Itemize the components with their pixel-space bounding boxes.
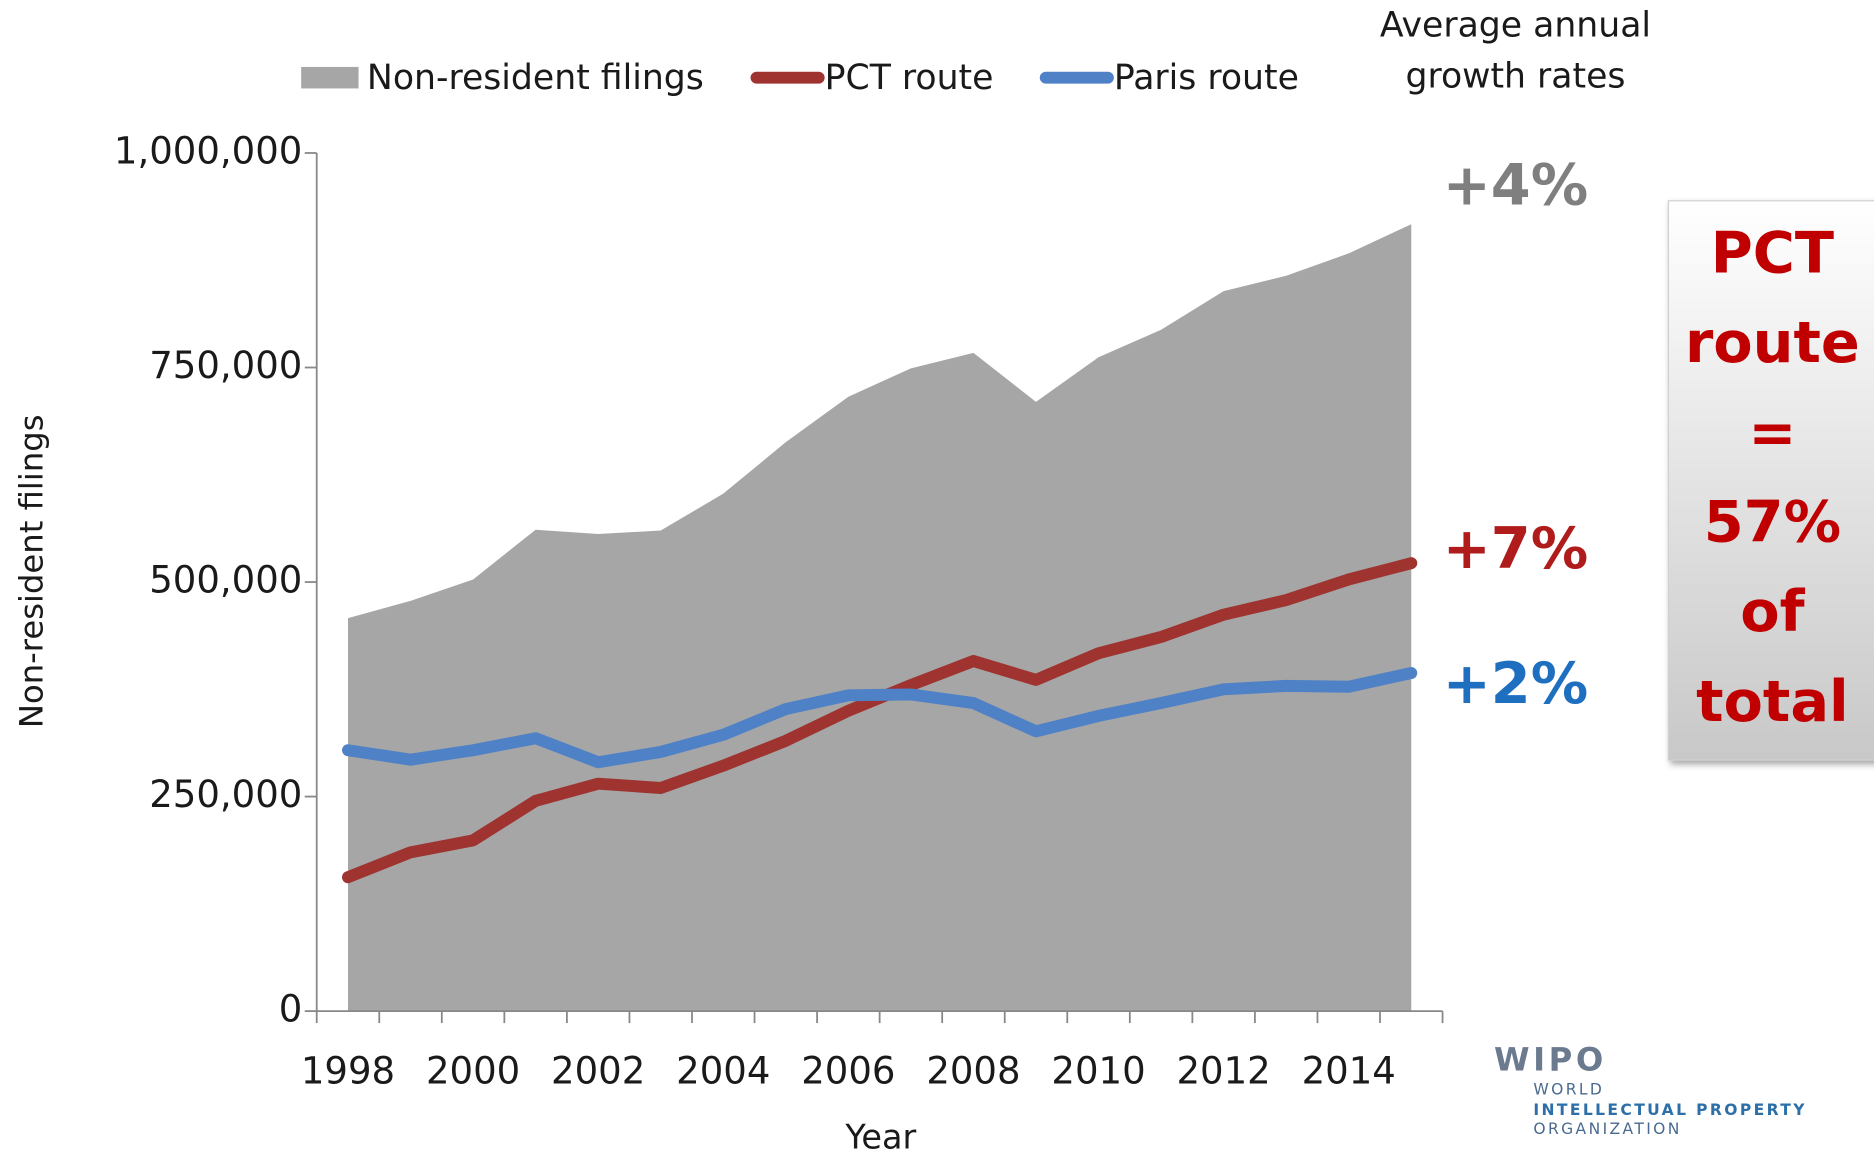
growth-rate: +7% bbox=[1443, 515, 1588, 582]
y-tick-label: 750,000 bbox=[149, 344, 302, 387]
logo-line: INTELLECTUAL PROPERTY bbox=[1533, 1101, 1806, 1119]
growth-rate: +4% bbox=[1443, 151, 1588, 218]
x-tick-label: 2012 bbox=[1177, 1050, 1271, 1093]
y-tick-label: 500,000 bbox=[149, 559, 302, 602]
x-tick-label: 2004 bbox=[676, 1050, 770, 1093]
callout-text: = bbox=[1748, 399, 1796, 466]
logo-name: WIPO bbox=[1494, 1040, 1607, 1078]
x-tick-label: 2010 bbox=[1051, 1050, 1145, 1093]
x-tick-label: 2006 bbox=[801, 1050, 895, 1093]
logo-line: WORLD bbox=[1533, 1080, 1604, 1098]
line bbox=[342, 667, 1418, 769]
legend-label: Non-resident filings bbox=[367, 58, 704, 98]
growth-rate: +2% bbox=[1443, 650, 1588, 717]
x-tick-label: 1998 bbox=[301, 1050, 395, 1093]
x-tick-label: 2014 bbox=[1302, 1050, 1396, 1093]
callout-box bbox=[1667, 200, 1874, 761]
x-axis-label: Year bbox=[844, 1117, 916, 1155]
y-tick-label: 1,000,000 bbox=[114, 129, 302, 172]
y-axis-label: Non-resident filings bbox=[12, 414, 50, 728]
x-tick-label: 2008 bbox=[926, 1050, 1020, 1093]
y-tick-label: 250,000 bbox=[149, 773, 302, 816]
callout-text: route bbox=[1685, 309, 1860, 376]
callout-text: 57% bbox=[1704, 488, 1841, 555]
rates-title: Average annual bbox=[1380, 5, 1651, 45]
area bbox=[347, 224, 1412, 1012]
callout-text: total bbox=[1696, 668, 1849, 735]
x-tick-label: 2000 bbox=[426, 1050, 520, 1093]
legend-label: PCT route bbox=[825, 58, 994, 98]
callout-text: of bbox=[1740, 578, 1805, 645]
callout-text: PCT bbox=[1711, 220, 1834, 287]
y-tick-label: 0 bbox=[279, 988, 303, 1031]
logo-line: ORGANIZATION bbox=[1533, 1120, 1681, 1138]
x-tick-label: 2002 bbox=[551, 1050, 645, 1093]
legend-label: Paris route bbox=[1114, 58, 1299, 98]
rates-title: growth rates bbox=[1405, 57, 1625, 97]
legend-swatch bbox=[301, 66, 359, 89]
